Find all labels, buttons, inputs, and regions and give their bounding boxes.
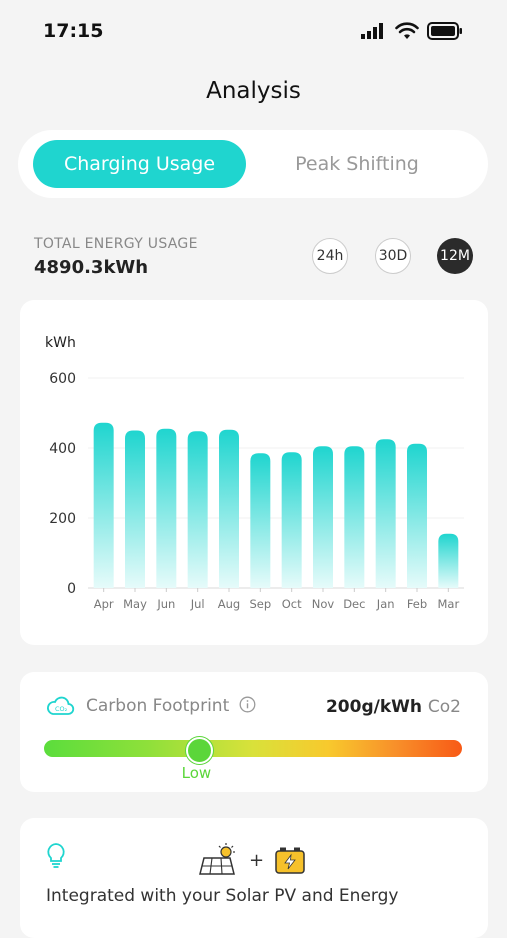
battery-storage-icon bbox=[275, 847, 305, 874]
bar-jul[interactable] bbox=[187, 431, 208, 588]
svg-text:CO₂: CO₂ bbox=[55, 705, 68, 713]
bar-nov[interactable] bbox=[313, 446, 333, 588]
carbon-footprint-title: Carbon Footprint bbox=[86, 696, 256, 716]
plus-icon: + bbox=[249, 850, 265, 871]
x-tick-label: Dec bbox=[343, 597, 365, 611]
lightbulb-icon bbox=[47, 843, 65, 868]
carbon-value: 200g/kWh bbox=[325, 697, 422, 717]
y-tick-label: 0 bbox=[67, 581, 76, 597]
carbon-level-indicator bbox=[185, 737, 213, 764]
bar-mar[interactable] bbox=[438, 533, 459, 588]
battery-icon bbox=[427, 22, 462, 40]
bar-apr[interactable] bbox=[93, 422, 114, 588]
cloud-co2-icon: CO₂ bbox=[47, 696, 75, 715]
page-title: Analysis bbox=[206, 78, 301, 104]
range-24h-button[interactable]: 24h bbox=[312, 238, 348, 274]
carbon-card bbox=[20, 672, 488, 792]
tab-charging-usage[interactable]: Charging Usage bbox=[33, 140, 246, 188]
y-axis-label: kWh bbox=[45, 335, 76, 351]
carbon-footprint-label: Carbon Footprint bbox=[86, 696, 230, 716]
x-tick-label: Apr bbox=[94, 597, 114, 611]
x-tick-label: May bbox=[123, 597, 147, 611]
bar-jan[interactable] bbox=[375, 439, 396, 588]
x-tick-label: Jul bbox=[190, 597, 205, 611]
bar-sep[interactable] bbox=[250, 453, 271, 588]
carbon-level-bar bbox=[44, 740, 462, 757]
x-tick-label: Feb bbox=[407, 597, 427, 611]
bar-dec[interactable] bbox=[344, 446, 365, 588]
x-tick-label: Mar bbox=[437, 597, 459, 611]
x-tick-label: Nov bbox=[312, 597, 335, 611]
status-time: 17:15 bbox=[43, 20, 104, 42]
carbon-unit: Co2 bbox=[427, 697, 461, 717]
x-tick-label: Jan bbox=[376, 597, 395, 611]
bar-feb[interactable] bbox=[407, 443, 427, 588]
status-icons bbox=[361, 22, 463, 40]
range-12m-button[interactable]: 12M bbox=[437, 238, 473, 274]
usage-chart-card: kWh 0 200 400 600 Apr May Jun Jul Aug Sep Oct Nov D… bbox=[20, 300, 488, 645]
usage-bar-chart: kWh 0 200 400 600 Apr May Jun Jul Aug Sep Oct Nov D… bbox=[45, 335, 464, 611]
info-icon[interactable] bbox=[239, 696, 256, 713]
bar-oct[interactable] bbox=[281, 452, 302, 588]
wifi-icon bbox=[395, 22, 419, 39]
y-tick-label: 600 bbox=[49, 371, 76, 387]
x-tick-label: Sep bbox=[249, 597, 271, 611]
range-30d-button[interactable]: 30D bbox=[375, 238, 411, 274]
carbon-value-wrap: 200g/kWh Co2 bbox=[326, 697, 461, 717]
bar-jun[interactable] bbox=[156, 428, 177, 588]
total-energy-label: TOTAL ENERGY USAGE bbox=[34, 236, 198, 252]
total-energy-value: 4890.3kWh bbox=[34, 257, 149, 278]
bar-may[interactable] bbox=[125, 430, 145, 589]
x-tick-label: Oct bbox=[282, 597, 302, 611]
integration-card bbox=[20, 818, 488, 938]
y-tick-label: 200 bbox=[49, 511, 76, 527]
integration-text: Integrated with your Solar PV and Energy bbox=[46, 886, 399, 906]
signal-icon bbox=[361, 23, 383, 39]
x-tick-label: Jun bbox=[156, 597, 175, 611]
solar-panel-icon bbox=[199, 843, 235, 875]
carbon-level-label: Low bbox=[181, 764, 212, 782]
y-tick-label: 400 bbox=[49, 441, 76, 457]
bar-aug[interactable] bbox=[219, 429, 239, 588]
x-tick-label: Aug bbox=[218, 597, 240, 611]
tab-peak-shifting[interactable]: Peak Shifting bbox=[295, 153, 419, 175]
